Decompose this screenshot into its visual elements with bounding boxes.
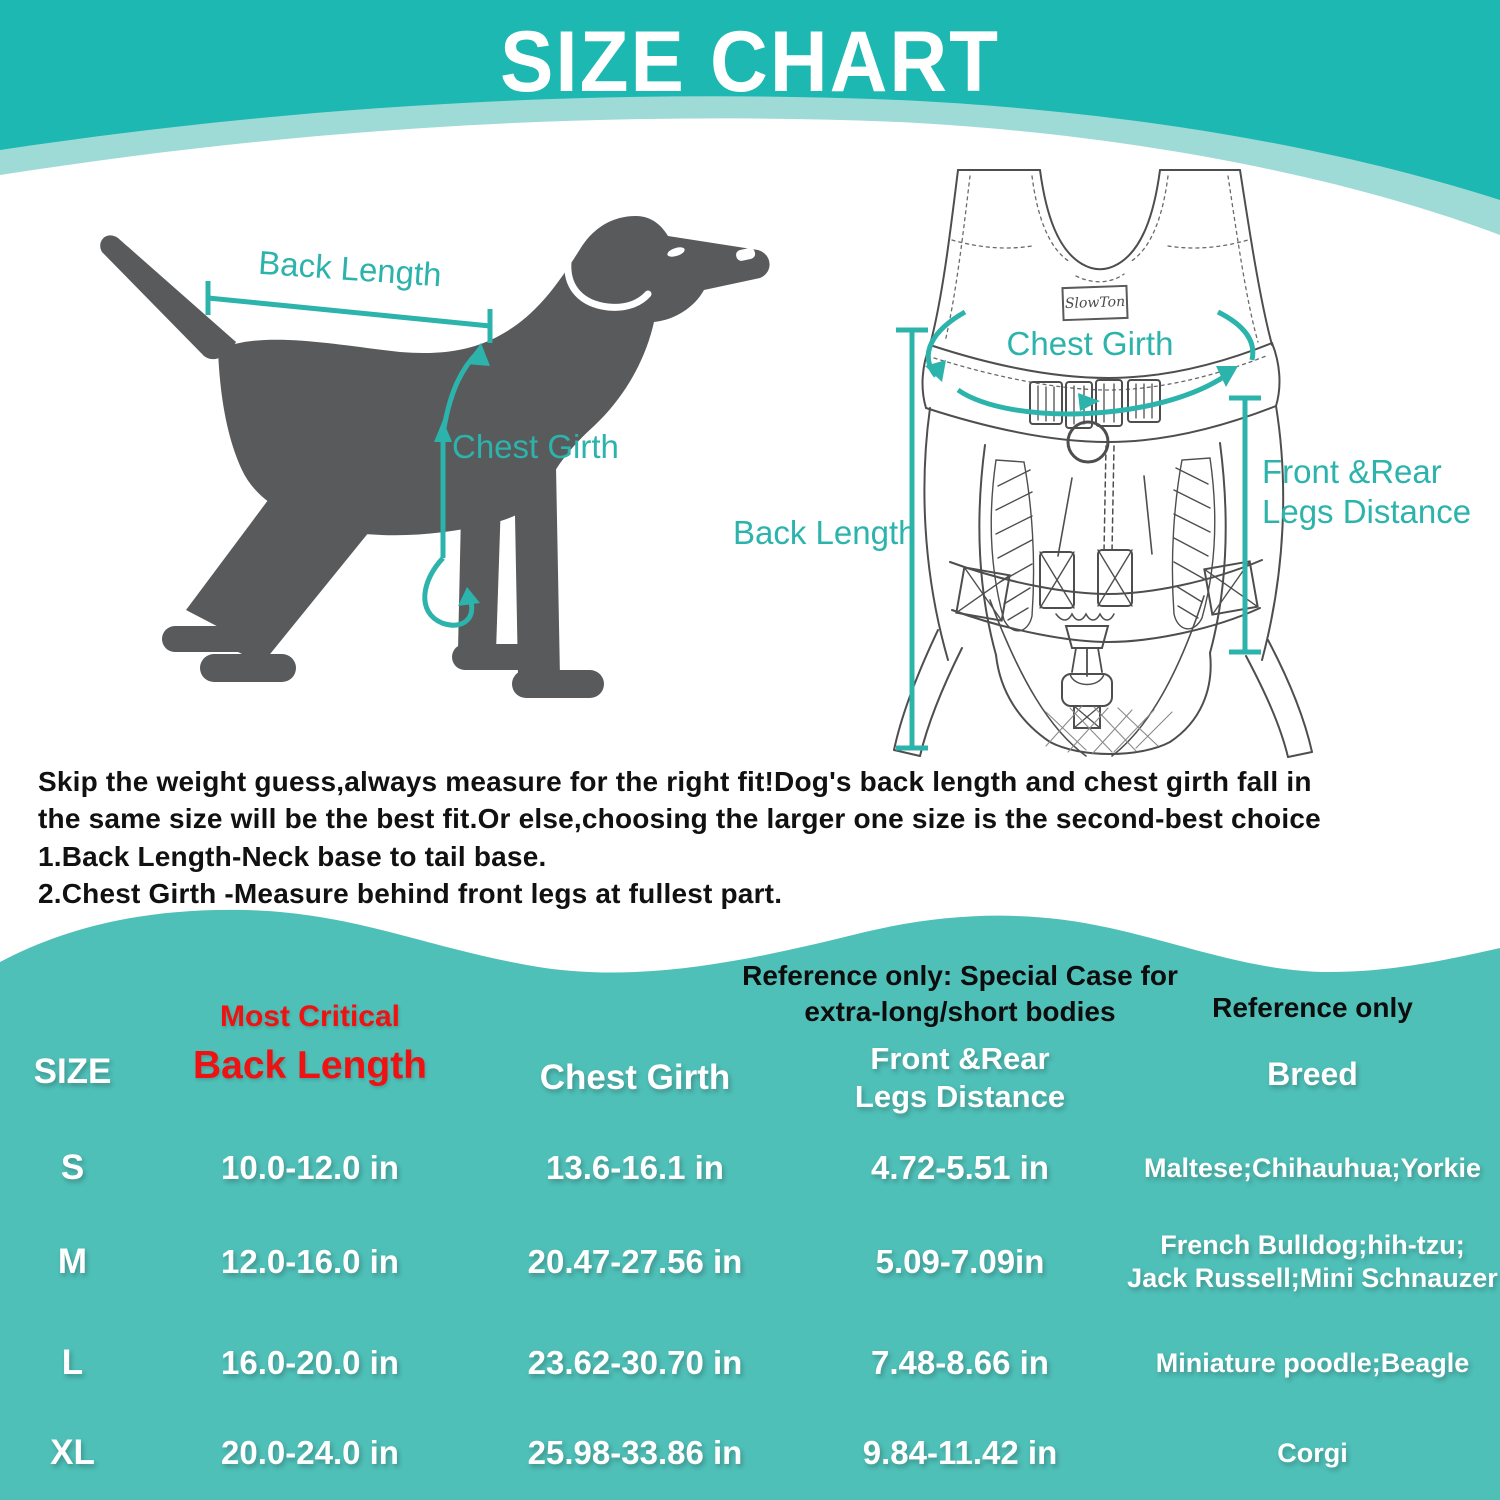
legs-distance-value: 7.48-8.66 in xyxy=(871,1344,1049,1381)
carrier-sketch xyxy=(893,169,1313,758)
dog-ear-line xyxy=(564,258,652,311)
instruction-line: Skip the weight guess,always measure for… xyxy=(38,766,1312,797)
back-length-value: 16.0-20.0 in xyxy=(221,1344,399,1381)
table-row-s: S 10.0-12.0 in 13.6-16.1 in 4.72-5.51 in… xyxy=(0,1132,1500,1204)
table-row-xl: XL 20.0-24.0 in 25.98-33.86 in 9.84-11.4… xyxy=(0,1417,1500,1489)
carrier-chest-girth-label: Chest Girth xyxy=(1006,325,1174,362)
breed-value: French Bulldog;hih-tzu; Jack Russell;Min… xyxy=(1127,1230,1498,1293)
dog-eye xyxy=(667,247,685,257)
chest-girth-value: 25.98-33.86 in xyxy=(527,1434,743,1471)
column-header-legs-distance: Front &Rear Legs Distance xyxy=(854,1041,1066,1114)
size-value: L xyxy=(61,1343,84,1382)
size-value: XL xyxy=(50,1433,95,1472)
carrier-back-length-line-icon xyxy=(896,327,928,751)
back-length-value: 10.0-12.0 in xyxy=(221,1149,399,1186)
instruction-line: the same size will be the best fit.Or el… xyxy=(38,803,1321,834)
legs-distance-value: 5.09-7.09in xyxy=(875,1243,1045,1280)
chest-girth-value: 20.47-27.56 in xyxy=(527,1243,743,1280)
dog-nose-highlight xyxy=(736,247,756,261)
page-title: SIZE CHART xyxy=(500,13,1000,110)
carrier-measure-annotations xyxy=(896,309,1261,751)
column-header-size: SIZE xyxy=(33,1052,112,1091)
instruction-line: 1.Back Length-Neck base to tail base. xyxy=(38,841,547,872)
carrier-legs-distance-label: Front &Rear Legs Distance xyxy=(1262,453,1472,530)
size-value: M xyxy=(57,1242,88,1281)
dog-front-foot-near xyxy=(512,670,604,698)
column-note-legs-distance: Reference only: Special Case for extra-l… xyxy=(742,960,1178,1027)
dog-hind-leg-near xyxy=(214,492,382,664)
dog-silhouette xyxy=(100,216,770,698)
column-note-breed: Reference only xyxy=(1212,992,1413,1023)
dog-body xyxy=(218,216,770,536)
dog-front-leg-near xyxy=(514,462,560,678)
column-header-chest-girth: Chest Girth xyxy=(539,1058,731,1097)
breed-value: Maltese;Chihauhua;Yorkie xyxy=(1143,1152,1482,1183)
back-length-value: 20.0-24.0 in xyxy=(221,1434,399,1471)
chest-girth-value: 23.62-30.70 in xyxy=(527,1344,743,1381)
back-length-measure-line-icon xyxy=(205,281,493,343)
size-value: S xyxy=(60,1148,85,1187)
legs-distance-value: 9.84-11.42 in xyxy=(862,1434,1058,1471)
chest-girth-arrow-icon xyxy=(422,343,490,628)
carrier-brand-label: SlowTon xyxy=(1061,284,1129,322)
carrier-back-length-label: Back Length xyxy=(733,514,917,551)
back-length-value: 12.0-16.0 in xyxy=(221,1243,399,1280)
column-header-breed: Breed xyxy=(1267,1056,1358,1092)
dog-chest-girth-label: Chest Girth xyxy=(452,428,619,465)
dog-measure-annotations xyxy=(205,281,493,628)
table-row-m: M 12.0-16.0 in 20.47-27.56 in 5.09-7.09i… xyxy=(0,1226,1500,1298)
column-header-back-length: Back Length xyxy=(192,1044,428,1087)
column-note-back-length: Most Critical xyxy=(219,1000,401,1033)
carrier-chest-girth-arrow-icon xyxy=(925,309,1256,417)
dog-hind-foot-near xyxy=(200,654,296,682)
dog-tail xyxy=(100,235,236,360)
top-wave-decoration xyxy=(0,0,1500,235)
dog-front-foot-far xyxy=(452,644,538,670)
breed-value: Miniature poodle;Beagle xyxy=(1155,1347,1470,1378)
bottom-wave-section xyxy=(0,909,1500,1500)
legs-distance-value: 4.72-5.51 in xyxy=(871,1149,1049,1186)
chest-girth-value: 13.6-16.1 in xyxy=(546,1149,724,1186)
breed-value: Corgi xyxy=(1277,1437,1348,1468)
instruction-line: 2.Chest Girth -Measure behind front legs… xyxy=(38,878,783,909)
table-row-l: L 16.0-20.0 in 23.62-30.70 in 7.48-8.66 … xyxy=(0,1327,1500,1399)
carrier-legs-distance-line-icon xyxy=(1229,395,1261,655)
